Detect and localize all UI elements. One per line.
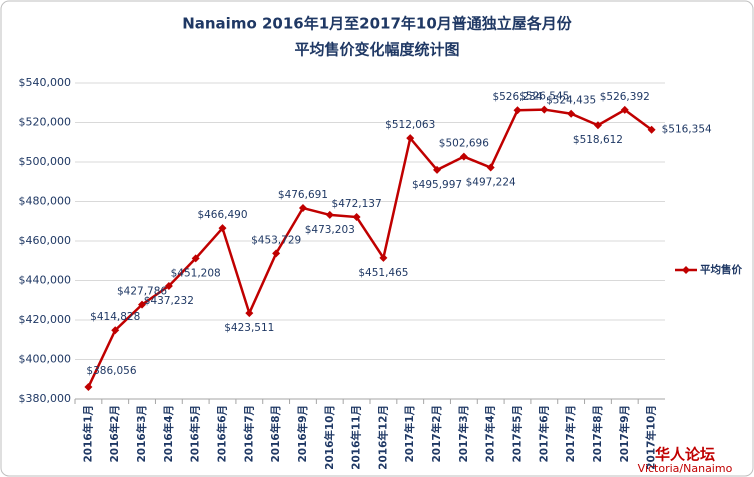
x-tick-label: 2017年2月 [430,405,443,463]
marker [593,121,602,130]
data-label: $466,490 [197,209,247,221]
marker [352,213,361,222]
watermark-text: 华人论坛 [655,446,715,464]
data-label: $427,786 [117,286,167,298]
marker [459,152,468,161]
y-tick-label: $520,000 [19,116,72,129]
chart-subtitle: 平均售价变化幅度统计图 [294,41,459,59]
x-tick-label: 2017年8月 [591,405,604,463]
data-label: $386,056 [86,365,136,377]
y-tick-label: $440,000 [19,274,72,287]
y-tick-label: $500,000 [19,155,72,168]
x-tick-label: 2017年4月 [484,405,497,463]
x-tick-label: 2016年8月 [269,405,282,463]
marker [138,300,147,309]
marker [325,210,334,219]
y-tick-label: $380,000 [19,392,72,405]
series-line [87,108,653,388]
data-label: $526,234 [492,91,542,103]
legend-marker [682,266,690,274]
data-label: $451,465 [358,267,408,279]
marker [567,109,576,118]
data-label: $502,696 [439,138,489,150]
data-label: $516,354 [662,124,712,136]
marker [191,254,200,263]
data-label: $473,203 [305,224,355,236]
y-tick-label: $400,000 [19,353,72,366]
marker [540,105,549,114]
data-label: $526,392 [600,91,650,103]
legend-label: 平均售价 [700,263,742,276]
marker [486,163,495,172]
marker [379,253,388,262]
marker [84,383,93,392]
y-tick-label: $420,000 [19,313,72,326]
marker [406,134,415,143]
x-tick-label: 2016年1月 [81,405,94,463]
y-tick-label: $480,000 [19,195,72,208]
data-label: $451,208 [171,267,221,279]
data-label: $518,612 [573,134,623,146]
x-tick-label: 2016年10月 [323,405,336,470]
marker [513,106,522,115]
x-tick-label: 2016年11月 [350,405,363,470]
data-label: $524,435 [546,95,596,107]
marker [647,125,656,134]
data-label: $512,063 [385,119,435,131]
data-label: $423,511 [224,322,274,334]
data-label: $497,224 [466,176,516,188]
marker [218,224,227,233]
x-tick-label: 2016年7月 [242,405,255,463]
data-label: $526,545 [519,91,569,103]
data-label: $437,232 [144,295,194,307]
x-tick-label: 2017年6月 [537,405,550,463]
marker [164,281,173,290]
x-tick-label: 2017年1月 [403,405,416,463]
data-label: $414,828 [90,311,140,323]
x-tick-label: 2016年5月 [189,405,202,463]
x-tick-label: 2017年5月 [511,405,524,463]
chart-title: Nanaimo 2016年1月至2017年10月普通独立屋各月份 [182,15,573,33]
x-tick-label: 2017年9月 [618,405,631,463]
marker [620,105,629,114]
data-label: $472,137 [332,198,382,210]
x-tick-label: 2016年3月 [135,405,148,463]
marker [433,165,442,174]
data-label: $453,729 [251,234,301,246]
data-label: $476,691 [278,189,328,201]
x-tick-label: 2017年3月 [457,405,470,463]
x-tick-label: 2016年12月 [376,405,389,470]
marker [111,326,120,335]
x-tick-label: 2016年6月 [216,405,229,463]
marker [272,249,281,258]
watermark-text: Victoria/Nanaimo [638,462,733,475]
x-tick-label: 2017年7月 [564,405,577,463]
data-label: $495,997 [412,179,462,191]
marker [298,204,307,213]
marker [245,309,254,318]
x-tick-label: 2016年9月 [296,405,309,463]
x-tick-label: 2016年2月 [108,405,121,463]
y-tick-label: $540,000 [19,76,72,89]
x-tick-label: 2017年10月 [645,405,658,470]
x-tick-label: 2016年4月 [162,405,175,463]
y-tick-label: $460,000 [19,234,72,247]
